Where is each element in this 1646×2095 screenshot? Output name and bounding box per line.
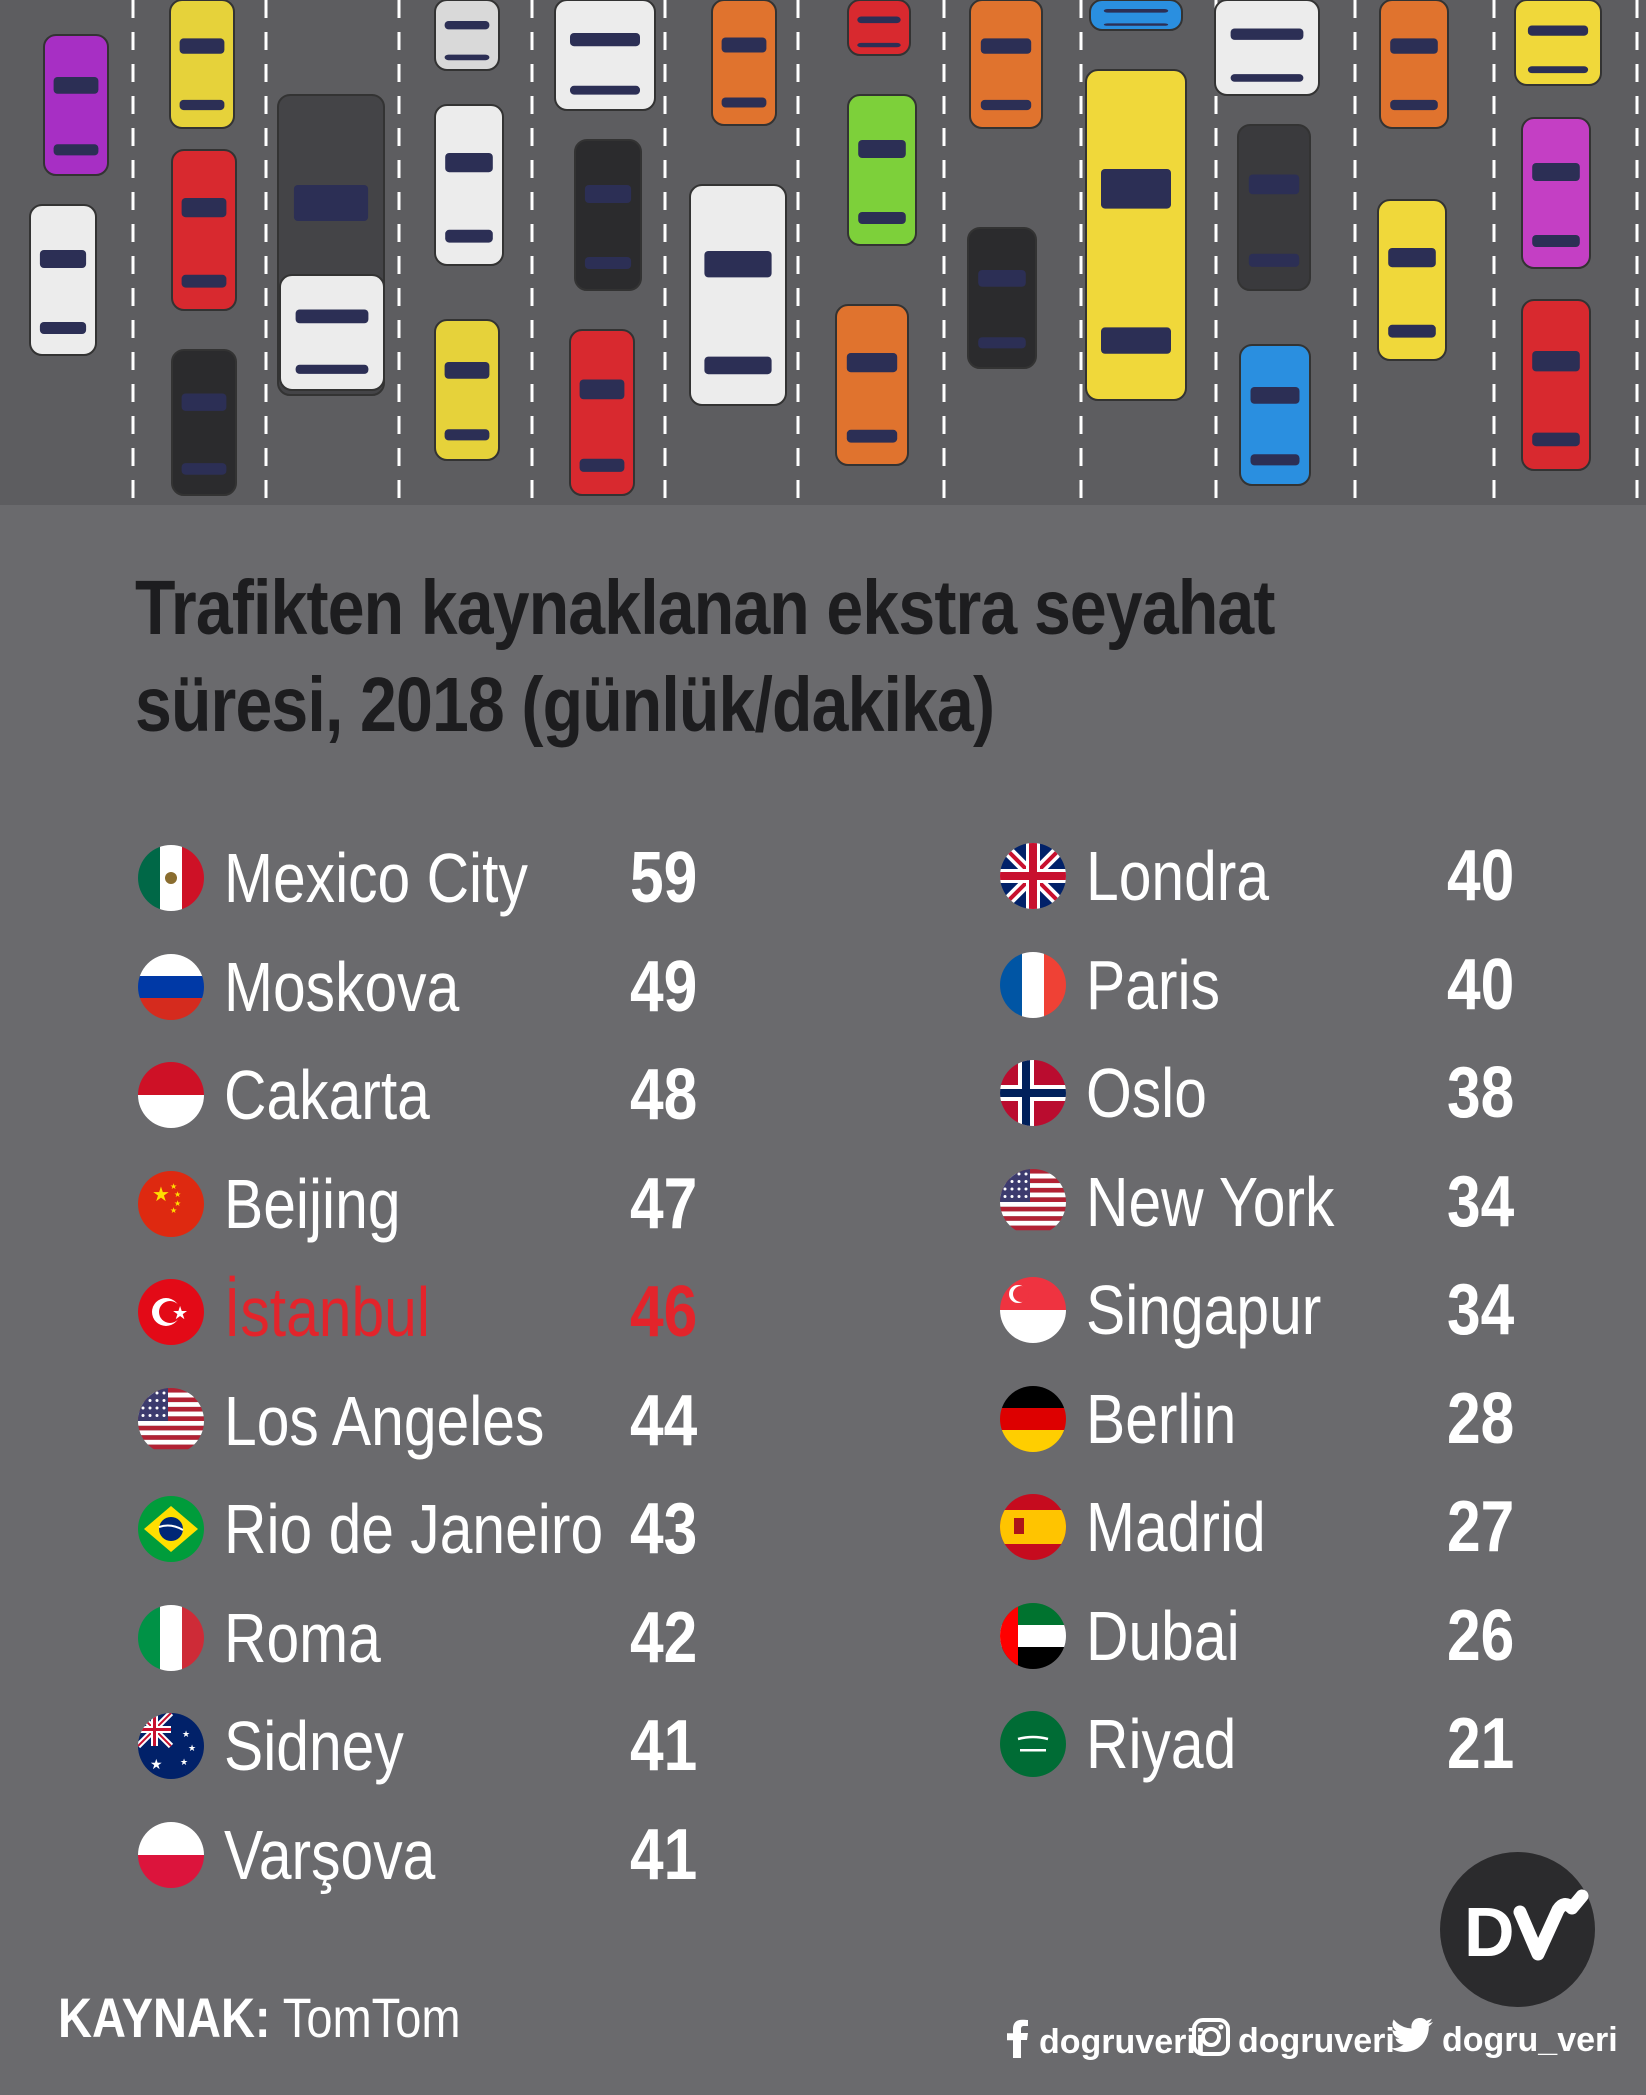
twitter-icon xyxy=(1390,2017,1434,2063)
extra-minutes-value: 21 xyxy=(1447,1704,1515,1784)
brazil-flag-icon xyxy=(138,1496,204,1562)
extra-minutes-value: 40 xyxy=(1447,836,1515,916)
extra-minutes-value: 40 xyxy=(1447,944,1515,1025)
traffic-illustration xyxy=(0,0,1646,505)
city-name: Varşova xyxy=(224,1815,436,1894)
svg-text:★: ★ xyxy=(180,1757,188,1767)
svg-text:★: ★ xyxy=(172,1303,188,1323)
mexico-flag-icon xyxy=(138,845,204,911)
facebook-link[interactable]: dogruverii xyxy=(1003,2018,1205,2067)
facebook-icon xyxy=(1003,2018,1031,2067)
extra-minutes-value: 26 xyxy=(1447,1595,1515,1676)
city-name: Singapur xyxy=(1086,1271,1322,1349)
svg-text:★: ★ xyxy=(152,1184,170,1206)
source-label: KAYNAK: xyxy=(58,1986,271,2049)
norway-flag-icon xyxy=(1000,1060,1066,1126)
page-title: Trafikten kaynaklanan ekstra seyahat sür… xyxy=(135,565,1275,748)
china-flag-icon: ★ ★ ★ ★ ★ xyxy=(138,1170,204,1237)
city-name: Oslo xyxy=(1086,1054,1207,1132)
turkey-flag-icon: ★ xyxy=(138,1279,204,1345)
extra-minutes-value: 28 xyxy=(1447,1378,1515,1459)
extra-minutes-value: 44 xyxy=(630,1380,698,1461)
instagram-link[interactable]: dogruveri xyxy=(1192,2018,1395,2065)
svg-text:★: ★ xyxy=(182,1729,190,1739)
usa-flag-icon xyxy=(138,1387,204,1454)
extra-minutes-value: 41 xyxy=(630,1706,698,1786)
city-name: Riyad xyxy=(1086,1705,1237,1783)
svg-text:★: ★ xyxy=(188,1743,196,1753)
svg-text:★: ★ xyxy=(174,1190,181,1199)
city-name: İstanbul xyxy=(224,1273,430,1351)
city-name: Los Angeles xyxy=(224,1381,545,1460)
twitter-link[interactable]: dogru_veri xyxy=(1390,2017,1618,2063)
extra-minutes-value: 38 xyxy=(1447,1053,1515,1133)
city-name: Roma xyxy=(224,1598,381,1677)
uk-flag-icon xyxy=(1000,843,1066,909)
instagram-icon xyxy=(1192,2018,1230,2065)
italy-flag-icon xyxy=(138,1604,204,1671)
svg-text:★: ★ xyxy=(150,1756,163,1772)
city-name: Moskova xyxy=(224,947,460,1026)
extra-minutes-value: 46 xyxy=(630,1272,698,1352)
svg-text:D: D xyxy=(1464,1893,1515,1971)
russia-flag-icon xyxy=(138,953,204,1020)
city-name: Cakarta xyxy=(224,1056,430,1134)
city-name: Rio de Janeiro xyxy=(224,1490,604,1568)
city-name: New York xyxy=(1086,1162,1335,1241)
svg-text:★: ★ xyxy=(170,1206,177,1215)
extra-minutes-value: 34 xyxy=(1447,1161,1515,1242)
instagram-handle: dogruveri xyxy=(1238,2022,1395,2060)
source-value: TomTom xyxy=(282,1986,461,2049)
city-name: Dubai xyxy=(1086,1596,1240,1675)
svg-text:★: ★ xyxy=(170,1182,177,1191)
extra-minutes-value: 43 xyxy=(630,1489,698,1569)
poland-flag-icon xyxy=(138,1821,204,1888)
germany-flag-icon xyxy=(1000,1385,1066,1452)
extra-minutes-value: 34 xyxy=(1447,1270,1515,1350)
city-name: Berlin xyxy=(1086,1379,1237,1458)
extra-minutes-value: 42 xyxy=(630,1597,698,1678)
australia-flag-icon: ★ ★ ★ ★ xyxy=(138,1713,204,1779)
city-name: Madrid xyxy=(1086,1488,1266,1566)
singapore-flag-icon xyxy=(1000,1277,1066,1343)
extra-minutes-value: 27 xyxy=(1447,1487,1515,1567)
city-name: Beijing xyxy=(224,1164,401,1243)
dogruveri-logo: D xyxy=(1440,1852,1595,2007)
city-name: Sidney xyxy=(224,1707,404,1785)
extra-minutes-value: 49 xyxy=(630,946,698,1027)
indonesia-flag-icon xyxy=(138,1062,204,1128)
extra-minutes-value: 47 xyxy=(630,1163,698,1244)
extra-minutes-value: 41 xyxy=(630,1814,698,1895)
source-credit: KAYNAK: TomTom xyxy=(58,1985,461,2050)
extra-minutes-value: 59 xyxy=(630,838,698,918)
france-flag-icon xyxy=(1000,951,1066,1018)
usa-flag-icon xyxy=(1000,1168,1066,1235)
saudi-flag-icon xyxy=(1000,1711,1066,1777)
spain-flag-icon xyxy=(1000,1494,1066,1560)
svg-text:★: ★ xyxy=(174,1199,181,1208)
facebook-handle: dogruverii xyxy=(1039,2023,1206,2061)
twitter-handle: dogru_veri xyxy=(1442,2021,1618,2059)
city-name: Londra xyxy=(1086,837,1270,915)
uae-flag-icon xyxy=(1000,1602,1066,1669)
extra-minutes-value: 48 xyxy=(630,1055,698,1135)
city-name: Mexico City xyxy=(224,839,528,917)
city-name: Paris xyxy=(1086,945,1220,1024)
